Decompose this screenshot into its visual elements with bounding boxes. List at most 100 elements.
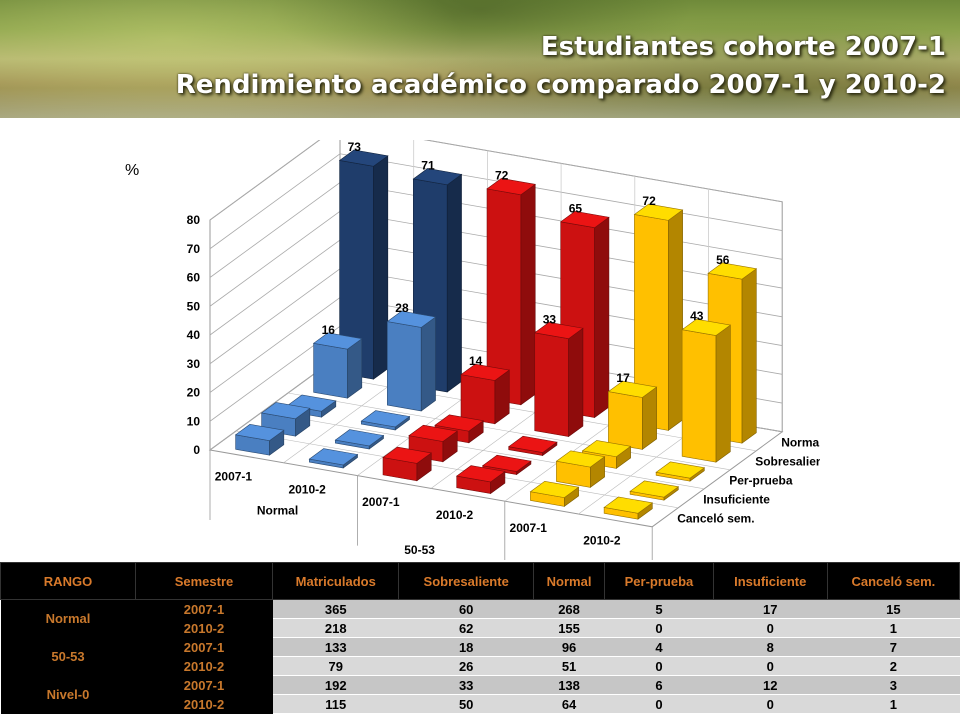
bar-top — [360, 410, 411, 428]
data-label: 14 — [469, 354, 483, 368]
value-cell: 155 — [533, 618, 605, 638]
value-cell: 60 — [398, 599, 534, 619]
results-table: RANGO Semestre Matriculados Sobresaliente No… — [0, 562, 960, 714]
y-tick-label: 30 — [187, 357, 201, 371]
data-label: 56 — [716, 253, 730, 267]
data-label: 43 — [690, 309, 704, 323]
value-cell: 96 — [533, 637, 605, 657]
bar-side — [668, 209, 683, 431]
bar-top — [603, 496, 654, 514]
value-cell: 0 — [713, 618, 828, 638]
table-body: Normal 2007-1 365 60 268 5 17 15 2010-2 218 62 155 0… — [0, 599, 960, 714]
value-cell: 268 — [533, 599, 605, 619]
data-label: 17 — [616, 371, 630, 385]
data-label: 72 — [495, 168, 509, 182]
group-label: 50-53 — [404, 543, 435, 557]
value-cell: 51 — [533, 656, 605, 676]
value-cell: 1 — [827, 618, 960, 638]
value-cell: 17 — [713, 599, 828, 619]
y-tick-label: 10 — [187, 414, 201, 428]
x-tick-label: 2010-2 — [288, 482, 326, 496]
y-tick-label: 40 — [187, 328, 201, 342]
bar-top — [455, 465, 506, 483]
value-cell: 0 — [713, 656, 828, 676]
value-cell: 133 — [272, 637, 399, 657]
bar-top — [412, 168, 463, 186]
bar-top — [681, 318, 732, 336]
bar-chart-3d: 0 10 20 30 40 50 60 70 80% 73 71 72 65 72 56 16 28 14 33 17… — [125, 140, 820, 560]
bar-side — [594, 216, 610, 419]
bar-side — [568, 327, 584, 438]
bar-front — [681, 329, 717, 463]
x-tick-label: 2007-1 — [362, 495, 400, 509]
header-insuficiente: Insuficiente — [712, 562, 828, 600]
y-tick-label: 0 — [193, 443, 200, 457]
series-label: Per-prueba — [729, 473, 793, 487]
bar-top — [408, 424, 458, 442]
bar-side — [373, 155, 389, 380]
bar-side — [715, 324, 731, 463]
bar-top — [460, 363, 510, 381]
value-cell: 18 — [398, 637, 534, 657]
value-cell: 218 — [272, 618, 399, 638]
value-cell: 192 — [272, 675, 399, 695]
y-tick-label: 20 — [187, 386, 201, 400]
header-normal: Normal — [532, 562, 606, 600]
header-sobresaliente: Sobresaliente — [398, 562, 534, 600]
header-matriculados: Matriculados — [271, 562, 400, 600]
value-cell: 1 — [827, 694, 960, 714]
value-cell: 50 — [398, 694, 534, 714]
semestre-cell: 2007-1 — [135, 637, 273, 657]
value-cell: 33 — [398, 675, 534, 695]
bar-top — [382, 446, 432, 464]
bar-front — [460, 374, 496, 425]
value-cell: 15 — [827, 599, 960, 619]
data-label: 73 — [348, 140, 362, 154]
data-label: 71 — [421, 158, 435, 172]
data-label: 28 — [395, 301, 409, 315]
value-cell: 365 — [272, 599, 399, 619]
y-tick-label: 50 — [187, 299, 201, 313]
bar-top — [312, 332, 363, 350]
semestre-cell: 2010-2 — [135, 694, 273, 714]
x-tick-label: 2010-2 — [583, 534, 621, 548]
series-label: Insuficiente — [703, 492, 770, 506]
bar-top — [234, 424, 285, 441]
y-tick-label: 60 — [187, 271, 201, 285]
semestre-cell: 2007-1 — [135, 599, 273, 619]
bar-top — [260, 402, 311, 420]
header-per-prueba: Per-prueba — [604, 562, 714, 600]
bar-front — [387, 321, 422, 412]
bar-top — [581, 440, 632, 458]
value-cell: 2 — [827, 656, 960, 676]
page-subtitle: Rendimiento académico comparado 2007-1 y… — [175, 70, 946, 100]
series-label: Normal — [781, 435, 820, 449]
value-cell: 7 — [827, 637, 960, 657]
value-cell: 0 — [713, 694, 828, 714]
bar-front — [608, 391, 643, 450]
bar-top — [386, 310, 437, 328]
bar-side — [520, 183, 536, 406]
bar-top — [481, 454, 532, 472]
value-cell: 0 — [604, 694, 714, 714]
bar-side — [446, 173, 462, 393]
rango-cell: 50-53 — [0, 637, 136, 676]
bar-top — [629, 480, 680, 498]
y-tick-label: 80 — [187, 213, 201, 227]
table-row: 2010-2 79 26 51 0 0 2 — [1, 656, 960, 676]
data-label: 72 — [642, 194, 656, 208]
bar-top — [707, 262, 758, 280]
header-semestre: Semestre — [135, 562, 273, 600]
bar-top — [655, 461, 706, 479]
bar-top — [434, 414, 484, 432]
series-label: Sobresaliente — [755, 454, 820, 468]
table-row: Normal 2007-1 365 60 268 5 17 15 — [0, 599, 960, 638]
value-cell: 64 — [533, 694, 605, 714]
y-axis-label: % — [125, 162, 139, 179]
bar-top — [507, 435, 558, 453]
header-rango: RANGO — [0, 562, 136, 600]
data-label: 33 — [543, 312, 557, 326]
bar-front — [534, 332, 569, 437]
bar-side — [642, 386, 657, 450]
data-label: 16 — [322, 323, 336, 337]
